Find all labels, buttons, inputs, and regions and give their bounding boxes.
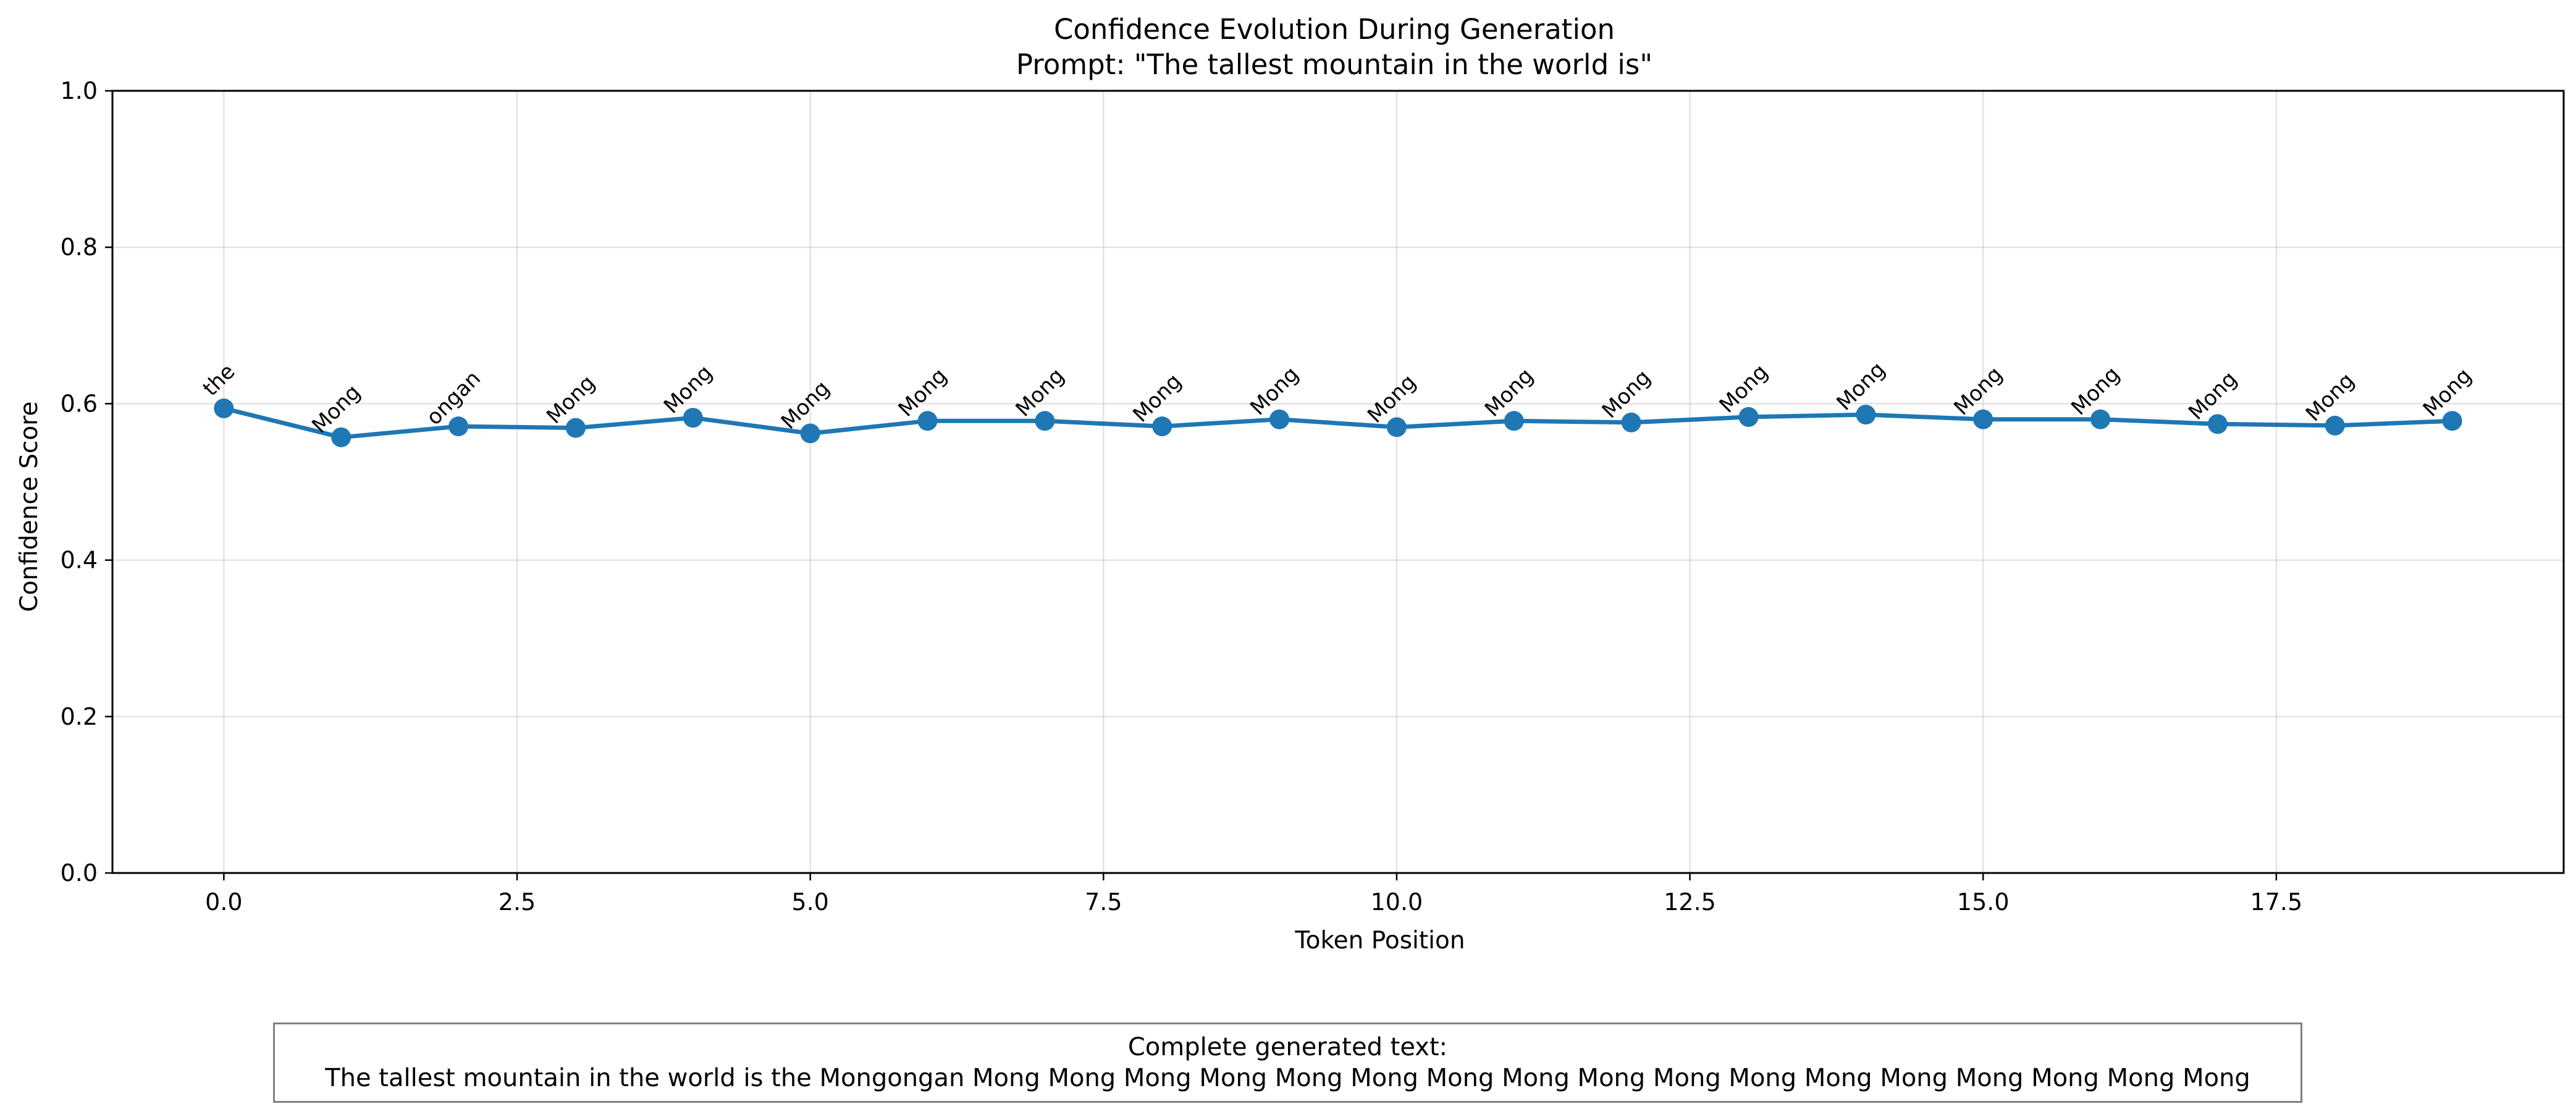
generated-text: The tallest mountain in the world is the… <box>325 1064 2250 1092</box>
data-point <box>214 398 234 418</box>
x-tick-label: 12.5 <box>1664 888 1716 916</box>
y-axis-label: Confidence Score <box>15 402 43 612</box>
data-point <box>800 423 820 444</box>
generated-text-heading: Complete generated text: <box>1127 1033 1448 1061</box>
y-tick-label: 0.0 <box>61 859 98 887</box>
x-axis-ticks: 0.0 2.5 5.0 7.5 10.0 12.5 15.0 17.5 <box>205 873 2302 916</box>
data-point <box>1035 411 1055 431</box>
data-point <box>565 418 586 438</box>
data-point <box>448 416 469 437</box>
x-axis-label: Token Position <box>1294 927 1465 955</box>
data-point <box>2325 415 2345 436</box>
data-point <box>1152 416 1172 437</box>
point-label: the <box>198 359 240 401</box>
data-point <box>683 408 703 428</box>
data-point <box>1856 405 1876 425</box>
y-axis-ticks: 0.0 0.2 0.4 0.6 0.8 1.0 <box>61 77 112 887</box>
y-tick-label: 0.8 <box>61 234 98 261</box>
x-tick-label: 5.0 <box>791 888 828 916</box>
data-point <box>2442 411 2462 431</box>
y-tick-label: 0.2 <box>61 703 98 730</box>
data-point <box>1738 407 1759 427</box>
data-point <box>1269 409 1290 429</box>
series-confidence <box>214 398 2462 447</box>
data-point <box>1621 412 1641 432</box>
y-tick-label: 0.6 <box>61 390 98 417</box>
chart-title: Confidence Evolution During Generation <box>1054 13 1615 46</box>
data-point <box>2090 409 2111 429</box>
y-tick-label: 1.0 <box>61 77 98 104</box>
series-line <box>221 406 2455 440</box>
data-point <box>331 427 351 447</box>
y-tick-label: 0.4 <box>61 547 98 574</box>
chart-subtitle: Prompt: "The tallest mountain in the wor… <box>1016 48 1652 81</box>
data-point <box>917 411 938 431</box>
data-point <box>1504 411 1524 431</box>
data-point <box>2207 414 2228 434</box>
x-tick-label: 0.0 <box>205 888 242 916</box>
x-tick-label: 17.5 <box>2250 888 2303 916</box>
data-point <box>1386 417 1407 437</box>
plot-frame <box>111 90 2565 874</box>
data-point <box>1973 409 1993 429</box>
x-tick-label: 7.5 <box>1085 888 1122 916</box>
generated-text-box: Complete generated text: The tallest mou… <box>273 1023 2302 1103</box>
grid <box>112 90 2564 874</box>
x-tick-label: 10.0 <box>1371 888 1423 916</box>
x-tick-label: 15.0 <box>1957 888 2010 916</box>
x-tick-label: 2.5 <box>499 888 536 916</box>
